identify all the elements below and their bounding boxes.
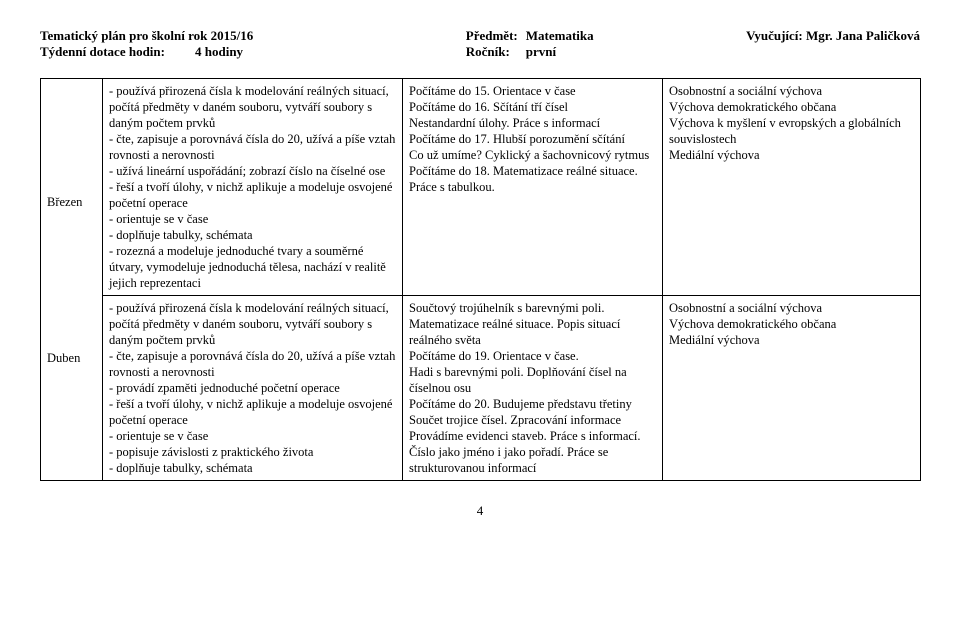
month-label-1: Březen (47, 194, 96, 210)
topics-cell: Součtový trojúhelník s barevnými poli. M… (403, 296, 663, 481)
table-row: Březen Duben - používá přirozená čísla k… (41, 79, 921, 296)
outcomes-cell: - používá přirozená čísla k modelování r… (103, 79, 403, 296)
cross-text: Osobnostní a sociální výchova Výchova de… (669, 301, 836, 347)
header-right: Vyučující: Mgr. Jana Paličková (746, 28, 920, 60)
grade-label: Ročník: (466, 44, 526, 60)
table-row: - používá přirozená čísla k modelování r… (41, 296, 921, 481)
hours-value: 4 hodiny (195, 44, 243, 60)
subject-value: Matematika (526, 28, 594, 44)
header-left: Tematický plán pro školní rok 2015/16 Tý… (40, 28, 253, 60)
topics-text: Počítáme do 15. Orientace v čase Počítám… (409, 84, 649, 194)
topics-cell: Počítáme do 15. Orientace v čase Počítám… (403, 79, 663, 296)
header-middle: Předmět: Matematika Ročník: první (466, 28, 594, 60)
topics-text: Součtový trojúhelník s barevnými poli. M… (409, 301, 641, 475)
grade-value: první (526, 44, 556, 60)
subject-label: Předmět: (466, 28, 526, 44)
cross-cell: Osobnostní a sociální výchova Výchova de… (663, 296, 921, 481)
page-header: Tematický plán pro školní rok 2015/16 Tý… (40, 28, 920, 60)
teacher-value: Mgr. Jana Paličková (806, 28, 920, 43)
outcomes-text: - používá přirozená čísla k modelování r… (109, 301, 395, 475)
teacher-label: Vyučující: (746, 28, 803, 43)
plan-table: Březen Duben - používá přirozená čísla k… (40, 78, 921, 481)
outcomes-text: - používá přirozená čísla k modelování r… (109, 84, 395, 290)
page-number: 4 (40, 503, 920, 519)
month-label-2: Duben (47, 350, 96, 366)
cross-cell: Osobnostní a sociální výchova Výchova de… (663, 79, 921, 296)
month-cell: Březen Duben (41, 79, 103, 481)
outcomes-cell: - používá přirozená čísla k modelování r… (103, 296, 403, 481)
cross-text: Osobnostní a sociální výchova Výchova de… (669, 84, 901, 162)
hours-label: Týdenní dotace hodin: (40, 44, 195, 60)
title-label: Tematický plán pro školní rok 2015/16 (40, 28, 253, 44)
